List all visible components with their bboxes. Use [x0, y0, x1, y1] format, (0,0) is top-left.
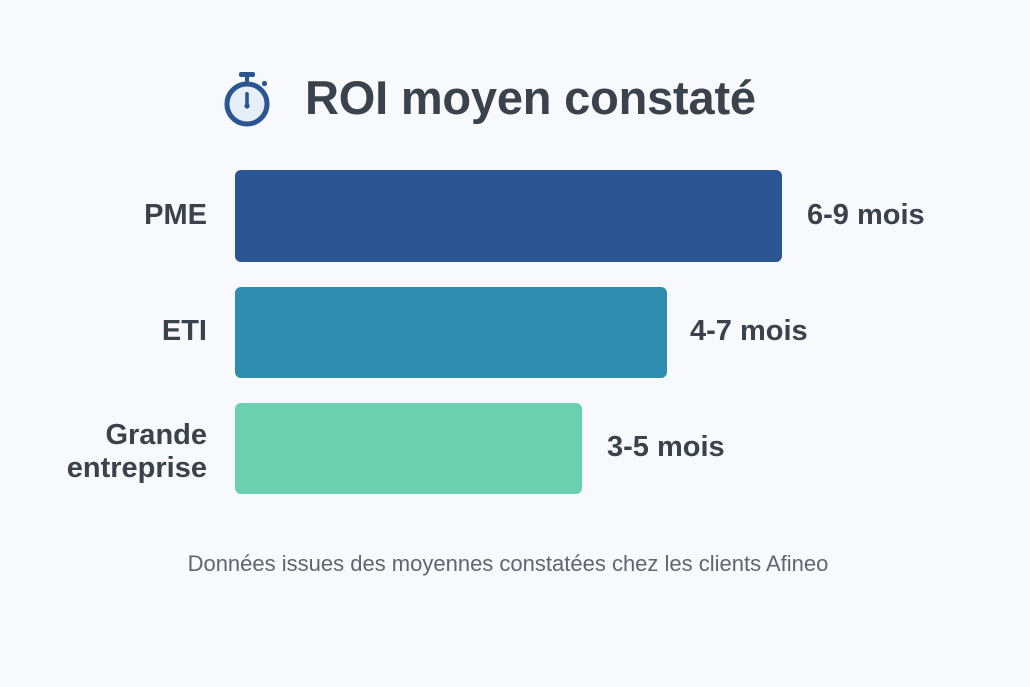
bar-grande-entreprise [235, 403, 582, 494]
value-label-grande-entreprise: 3-5 mois [607, 431, 725, 463]
chart-header: ROI moyen constaté [0, 66, 1030, 130]
category-label-eti: ETI [161, 315, 207, 347]
category-label-line1: Grande [105, 419, 207, 451]
stopwatch-icon [222, 70, 276, 128]
value-label-pme: 6-9 mois [807, 199, 925, 231]
category-label-grande-entreprise: Grande entreprise [67, 419, 207, 485]
chart-title: ROI moyen constaté [305, 71, 756, 124]
category-label-pme: PME [144, 199, 207, 231]
value-label-eti: 4-7 mois [690, 315, 808, 347]
bar-eti [235, 287, 667, 378]
bar-pme [235, 170, 782, 262]
category-label-line2: entreprise [66, 452, 207, 484]
footnote: Données issues des moyennes constatées c… [187, 551, 829, 576]
